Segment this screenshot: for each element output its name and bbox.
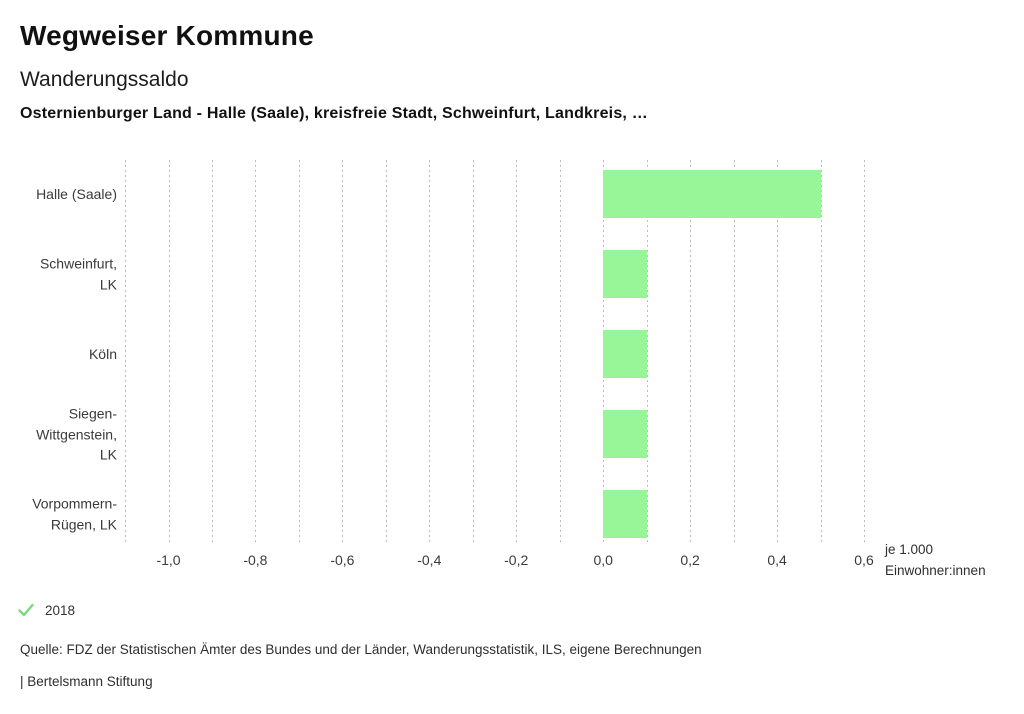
plot-area (125, 160, 865, 545)
x-axis-tick-label: -0,6 (330, 552, 355, 568)
y-axis-label: Halle (Saale) (36, 185, 117, 202)
y-axis-label: Schweinfurt, LK (39, 255, 117, 293)
gridline (864, 160, 865, 545)
bar-siegen-wittgenstein-lk[interactable] (603, 410, 647, 458)
y-axis-label: Köln (88, 345, 117, 362)
gridline (298, 160, 300, 545)
gridline (733, 160, 735, 545)
gridline (342, 160, 344, 545)
axis-unit-label: je 1.000 Einwohner:innen (885, 539, 986, 581)
axis-unit-line2: Einwohner:innen (885, 563, 986, 578)
chart-description: Osternienburger Land - Halle (Saale), kr… (20, 105, 648, 122)
check-icon (18, 602, 34, 618)
gridline (211, 160, 213, 545)
bar-schweinfurt-lk[interactable] (603, 250, 647, 298)
chart-title: Wanderungssaldo (20, 68, 189, 91)
attribution-text: | Bertelsmann Stiftung (20, 674, 153, 689)
legend-label: 2018 (45, 602, 76, 618)
gridline (125, 160, 126, 545)
y-axis-label: Siegen- Wittgenstein, LK (36, 405, 117, 463)
legend-item-2018[interactable]: 2018 (18, 602, 75, 618)
x-axis-tick-label: -0,8 (243, 552, 268, 568)
gridline (646, 160, 648, 545)
page-title: Wegweiser Kommune (20, 20, 314, 51)
axis-unit-line1: je 1.000 (885, 542, 934, 557)
bar-vorpommern-rügen-lk[interactable] (603, 490, 647, 538)
x-axis-tick-label: 0,6 (854, 552, 874, 568)
y-axis-label: Vorpommern- Rügen, LK (32, 495, 117, 533)
gridline (516, 160, 518, 545)
gridline (777, 160, 779, 545)
x-axis-tick-label: 0,2 (680, 552, 700, 568)
x-axis-tick-label: 0,4 (767, 552, 787, 568)
x-axis-tick-label: -0,2 (504, 552, 529, 568)
gridline (429, 160, 431, 545)
bar-halle-saale-[interactable] (603, 170, 821, 218)
gridline (385, 160, 387, 545)
gridline (255, 160, 257, 545)
gridline (820, 160, 822, 545)
gridline (168, 160, 170, 545)
bar-köln[interactable] (603, 330, 647, 378)
gridline (472, 160, 474, 545)
x-axis-tick-label: -0,4 (417, 552, 442, 568)
source-text: Quelle: FDZ der Statistischen Ämter des … (20, 642, 702, 657)
x-axis-tick-label: 0,0 (593, 552, 613, 568)
gridline (690, 160, 692, 545)
x-axis-tick-label: -1,0 (156, 552, 181, 568)
gridline (559, 160, 561, 545)
